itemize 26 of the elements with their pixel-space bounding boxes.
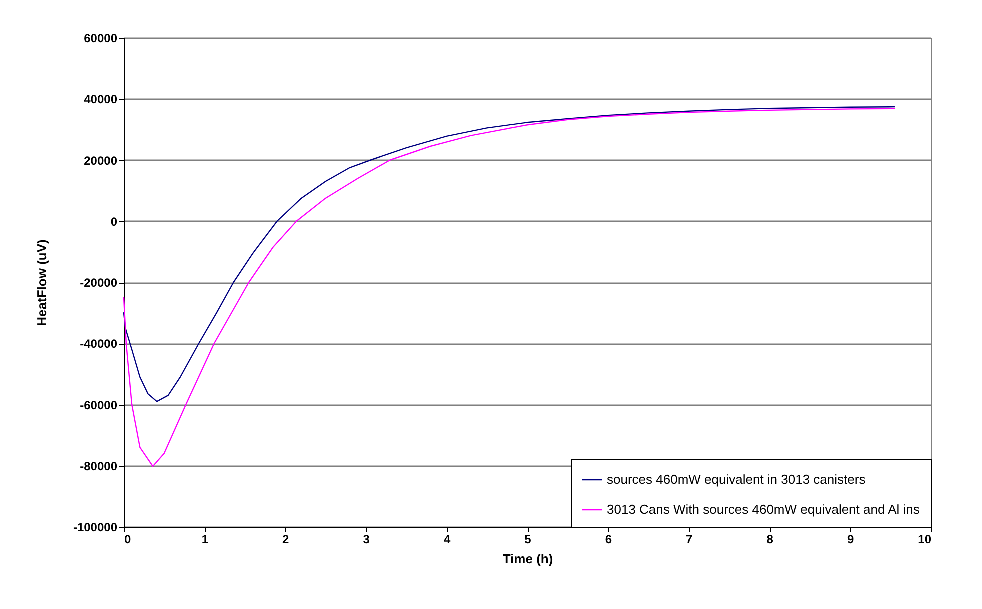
y-tick-label: -60000 — [80, 398, 118, 412]
legend-label: sources 460mW equivalent in 3013 canisters — [607, 472, 866, 487]
x-axis-title: Time (h) — [502, 552, 554, 566]
legend-label: 3013 Cans With sources 460mW equivalent and Al ins — [607, 502, 920, 517]
x-tick-label: 2 — [282, 532, 290, 546]
y-tick-label: -40000 — [80, 337, 118, 352]
x-tick-label: 5 — [524, 532, 532, 546]
y-axis-title: HeatFlow (uV) — [34, 240, 50, 326]
y-tick-label: -80000 — [80, 459, 118, 474]
line-series — [123, 108, 896, 468]
y-tick-label: 60000 — [84, 32, 118, 46]
y-tick-label: -20000 — [80, 276, 118, 290]
x-tick-label: 7 — [686, 532, 694, 546]
x-tick-label: 8 — [766, 532, 774, 546]
x-tick-label: 3 — [363, 532, 370, 546]
x-tick-label: 1 — [202, 532, 209, 546]
line-series — [123, 106, 896, 402]
y-tick-label: 0 — [110, 214, 118, 229]
x-tick-label: 0 — [124, 532, 132, 546]
x-tick-label: 9 — [847, 532, 854, 546]
x-tick-label: 6 — [605, 532, 612, 546]
x-tick-label: 10 — [918, 532, 932, 546]
y-tick-label: 40000 — [84, 92, 118, 107]
x-tick-label: 4 — [444, 532, 451, 546]
y-tick-label: -100000 — [73, 520, 118, 534]
y-tick-label: 20000 — [84, 154, 118, 168]
